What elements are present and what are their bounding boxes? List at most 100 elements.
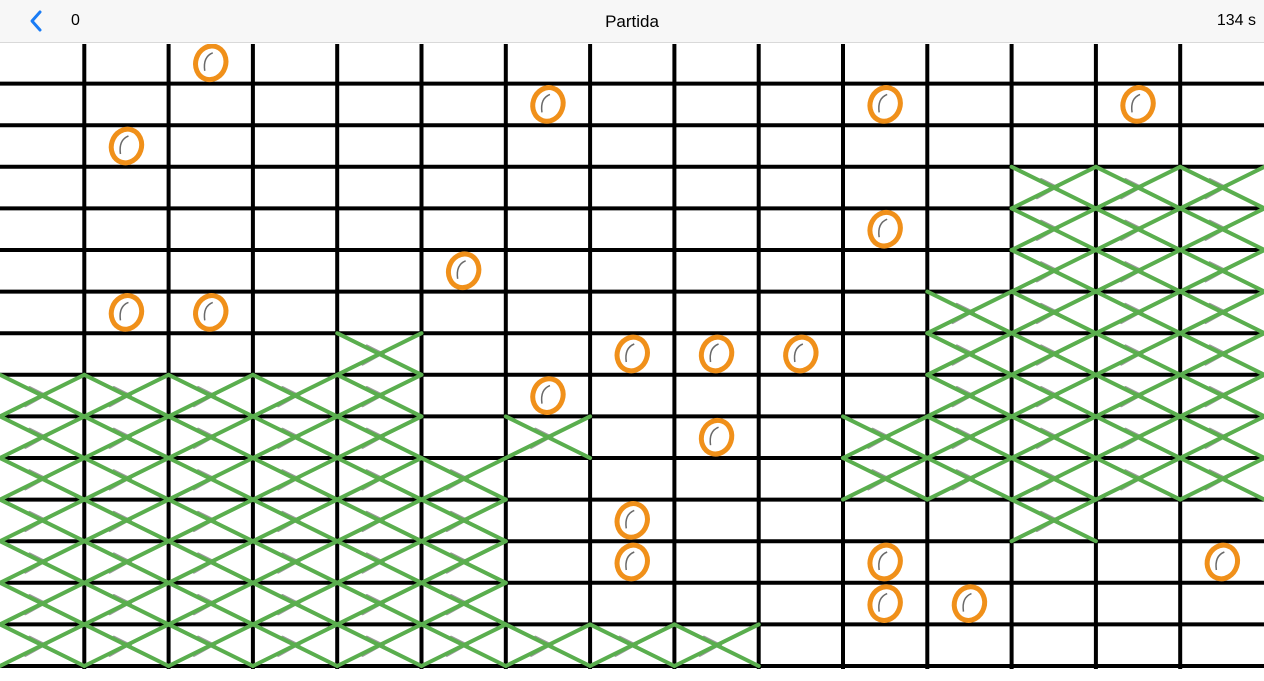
board-cell[interactable]	[843, 499, 928, 542]
board-cell[interactable]	[252, 291, 338, 334]
board-cell[interactable]	[1095, 499, 1181, 542]
board-cell[interactable]	[1180, 499, 1264, 542]
board-cell[interactable]	[1095, 582, 1181, 625]
board-cell[interactable]	[843, 250, 928, 292]
board-cell[interactable]	[843, 291, 928, 334]
board-cell[interactable]	[505, 208, 591, 250]
board-cell[interactable]	[843, 166, 928, 209]
board-cell[interactable]	[758, 499, 843, 542]
board-cell[interactable]	[674, 458, 759, 500]
board-cell[interactable]	[505, 374, 591, 417]
board-cell[interactable]	[337, 166, 422, 209]
board-cell[interactable]	[674, 333, 759, 375]
board-cell[interactable]	[252, 166, 338, 209]
board-cell[interactable]	[505, 44, 591, 84]
board-cell[interactable]	[590, 541, 675, 583]
board-cell[interactable]	[1180, 624, 1264, 666]
board-cell[interactable]	[674, 291, 759, 334]
board-cell[interactable]	[927, 166, 1012, 209]
board-cell[interactable]	[1095, 541, 1181, 583]
board-cell[interactable]	[674, 83, 759, 126]
board-cell[interactable]	[168, 333, 253, 375]
board-cell[interactable]	[758, 458, 843, 500]
board-cell[interactable]	[758, 166, 843, 209]
board-cell[interactable]	[1180, 125, 1264, 167]
board-cell[interactable]	[168, 166, 253, 209]
game-board[interactable]	[0, 44, 1264, 669]
board-cell[interactable]	[421, 333, 506, 375]
board-cell[interactable]	[1180, 44, 1264, 84]
board-cell[interactable]	[505, 250, 591, 292]
board-cell[interactable]	[590, 582, 675, 625]
board-cell[interactable]	[674, 374, 759, 417]
board-cell[interactable]	[337, 208, 422, 250]
board-cell[interactable]	[758, 250, 843, 292]
board-cell[interactable]	[168, 250, 253, 292]
board-cell[interactable]	[927, 125, 1012, 167]
board-cell[interactable]	[843, 333, 928, 375]
board-cell[interactable]	[505, 166, 591, 209]
board-cell[interactable]	[337, 125, 422, 167]
board-cell[interactable]	[843, 624, 928, 666]
board-cell[interactable]	[0, 125, 85, 167]
board-cell[interactable]	[252, 250, 338, 292]
board-cell[interactable]	[843, 208, 928, 250]
board-cell[interactable]	[505, 541, 591, 583]
board-cell[interactable]	[252, 333, 338, 375]
board-cell[interactable]	[590, 166, 675, 209]
board-cell[interactable]	[168, 291, 253, 334]
board-cell[interactable]	[421, 44, 506, 84]
board-cell[interactable]	[590, 83, 675, 126]
board-cell[interactable]	[168, 125, 253, 167]
board-cell[interactable]	[168, 208, 253, 250]
board-cell[interactable]	[1011, 83, 1096, 126]
board-cell[interactable]	[843, 374, 928, 417]
board-cell[interactable]	[758, 83, 843, 126]
board-cell[interactable]	[0, 44, 85, 84]
board-cell[interactable]	[252, 44, 338, 84]
board-cell[interactable]	[758, 333, 843, 375]
board-cell[interactable]	[674, 499, 759, 542]
board-cell[interactable]	[337, 250, 422, 292]
board-cell[interactable]	[674, 44, 759, 84]
board-cell[interactable]	[168, 83, 253, 126]
board-cell[interactable]	[421, 416, 506, 458]
board-cell[interactable]	[84, 166, 169, 209]
board-cell[interactable]	[1095, 83, 1181, 126]
board-cell[interactable]	[505, 582, 591, 625]
board-cell[interactable]	[337, 291, 422, 334]
board-cell[interactable]	[1095, 624, 1181, 666]
board-cell[interactable]	[843, 44, 928, 84]
board-cell[interactable]	[1011, 624, 1096, 666]
board-cell[interactable]	[927, 208, 1012, 250]
board-cell[interactable]	[590, 125, 675, 167]
board-cell[interactable]	[590, 250, 675, 292]
board-cell[interactable]	[674, 250, 759, 292]
board-cell[interactable]	[590, 333, 675, 375]
board-cell[interactable]	[590, 291, 675, 334]
board-cell[interactable]	[1180, 541, 1264, 583]
board-cell[interactable]	[421, 374, 506, 417]
board-cell[interactable]	[927, 541, 1012, 583]
board-cell[interactable]	[674, 125, 759, 167]
board-cell[interactable]	[674, 166, 759, 209]
board-cell[interactable]	[590, 44, 675, 84]
board-cell[interactable]	[84, 291, 169, 334]
board-cell[interactable]	[674, 541, 759, 583]
board-cell[interactable]	[927, 499, 1012, 542]
board-cell[interactable]	[252, 125, 338, 167]
board-cell[interactable]	[758, 208, 843, 250]
board-cell[interactable]	[927, 44, 1012, 84]
board-cell[interactable]	[0, 166, 85, 209]
board-cell[interactable]	[0, 291, 85, 334]
board-cell[interactable]	[843, 582, 928, 625]
board-cell[interactable]	[590, 208, 675, 250]
board-cell[interactable]	[590, 416, 675, 458]
board-cell[interactable]	[505, 125, 591, 167]
board-cell[interactable]	[84, 83, 169, 126]
board-cell[interactable]	[0, 208, 85, 250]
board-cell[interactable]	[84, 208, 169, 250]
board-cell[interactable]	[758, 44, 843, 84]
board-cell[interactable]	[1180, 83, 1264, 126]
board-cell[interactable]	[674, 582, 759, 625]
